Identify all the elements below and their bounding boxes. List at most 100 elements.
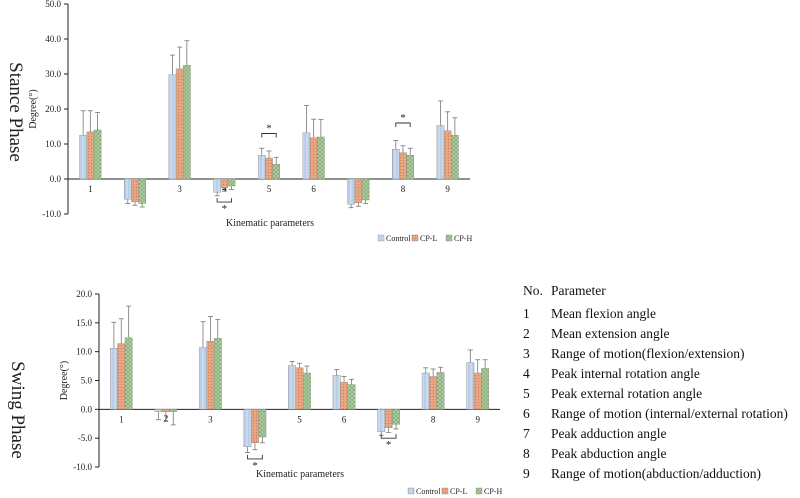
y-tick-label: 30.0: [45, 69, 61, 79]
parameter-number: 3: [523, 346, 530, 361]
legend-label: Control: [416, 487, 441, 496]
significance-marker: *: [386, 439, 392, 451]
significance-bracket: [380, 434, 397, 439]
bar-cp-h: [169, 409, 178, 412]
parameter-rows: 1 Mean flexion angle 2 Mean extension angle…: [523, 304, 800, 484]
y-tick-label: 20.0: [76, 289, 92, 299]
parameter-label: Peak external rotation angle: [551, 386, 703, 401]
parameter-number: 5: [523, 386, 530, 401]
bar-cp-h: [138, 178, 147, 204]
x-tick-label: 1: [119, 414, 124, 424]
parameter-label: Mean flexion angle: [551, 306, 656, 321]
bar-control: [288, 365, 296, 410]
y-tick-label: 0.0: [50, 174, 62, 184]
bar-cp-l: [295, 367, 304, 410]
bar-control: [392, 149, 400, 180]
parameter-label: Range of motion(abduction/adduction): [551, 466, 761, 481]
legend-label: CP-H: [454, 234, 472, 243]
parameter-number: 2: [523, 326, 530, 341]
bar-cp-h: [436, 372, 445, 410]
significance-bracket: [247, 454, 263, 460]
y-tick-label: 40.0: [45, 34, 61, 44]
bar-cp-h: [451, 135, 459, 180]
bar-cp-l: [429, 376, 438, 410]
bar-control: [243, 409, 252, 448]
bar-control: [302, 132, 311, 180]
parameter-number: 7: [523, 426, 530, 441]
y-axis-label: Degree(°): [28, 89, 39, 129]
bar-cp-h: [317, 136, 325, 180]
significance-marker: *: [252, 460, 258, 472]
bar-cp-h: [272, 164, 281, 180]
bar-cp-l: [443, 130, 452, 180]
parameter-number: 4: [523, 366, 530, 381]
parameter-label: Mean extension angle: [551, 326, 670, 341]
bar-cp-l: [206, 341, 215, 410]
bar-cp-h: [406, 154, 415, 180]
y-tick-label: 20.0: [45, 104, 61, 114]
bar-cp-h: [258, 409, 267, 438]
bar-control: [123, 178, 132, 200]
legend-label: Control: [386, 234, 411, 243]
bar-cp-l: [86, 131, 95, 180]
x-axis-label: Kinematic parameters: [226, 218, 314, 229]
bar-control: [199, 347, 207, 410]
y-tick-label: -5.0: [78, 433, 93, 443]
bar-control: [332, 375, 341, 410]
x-tick-label: 8: [401, 184, 406, 194]
bar-cp-l: [117, 343, 126, 410]
bar-cp-h: [227, 178, 236, 187]
x-tick-label: 3: [208, 414, 213, 424]
bar-cp-h: [392, 409, 400, 425]
significance-bracket: [261, 133, 277, 138]
x-tick-label: 1: [88, 184, 93, 194]
parameter-row: 9 Range of motion(abduction/adduction): [523, 464, 800, 484]
x-tick-label: 6: [342, 414, 347, 424]
bar-cp-l: [131, 178, 139, 202]
parameter-label: Range of motion (internal/external rotat…: [551, 406, 788, 421]
bar-control: [79, 135, 87, 180]
parameter-row: 3 Range of motion(flexion/extension): [523, 344, 800, 364]
bar-control: [421, 372, 430, 410]
bar-cp-h: [303, 372, 311, 410]
y-tick-label: -10.0: [42, 209, 61, 219]
bar-control: [109, 348, 118, 410]
legend-swatch: [407, 487, 415, 495]
bar-control: [213, 178, 221, 193]
legend-label: CP-L: [420, 234, 437, 243]
bar-cp-h: [361, 178, 370, 201]
parameter-number: 8: [523, 446, 530, 461]
bar-cp-h: [213, 338, 222, 410]
bar-cp-l: [161, 409, 170, 412]
parameter-label: Peak internal rotation angle: [551, 366, 700, 381]
parameter-number: 9: [523, 466, 530, 481]
parameter-number: 6: [523, 406, 530, 421]
panel-label: Swing Phase: [7, 361, 28, 459]
x-tick-label: 9: [445, 184, 450, 194]
parameter-row: 1 Mean flexion angle: [523, 304, 800, 324]
y-tick-label: -10.0: [73, 462, 92, 472]
bar-cp-l: [251, 409, 259, 443]
bar-control: [347, 178, 355, 205]
legend-label: CP-L: [450, 487, 467, 496]
parameter-header-label: Parameter: [551, 283, 606, 298]
significance-marker: *: [400, 112, 406, 124]
x-tick-label: 6: [311, 184, 316, 194]
bar-cp-l: [265, 157, 273, 180]
bar-control: [436, 125, 445, 180]
significance-marker: *: [266, 123, 272, 135]
y-tick-label: 10.0: [45, 139, 61, 149]
bar-control: [168, 74, 177, 180]
parameter-row: 7 Peak adduction angle: [523, 424, 800, 444]
parameter-row: 8 Peak abduction angle: [523, 444, 800, 464]
stance-phase-chart: Stance Phase Degree(°) -10.0 0.0 10.0 20.0 30.…: [5, 0, 472, 243]
panel-label: Stance Phase: [5, 62, 26, 162]
bar-cp-h: [124, 337, 133, 410]
legend-swatch: [475, 487, 483, 495]
legend-label: CP-H: [484, 487, 502, 496]
parameter-row: 5 Peak external rotation angle: [523, 384, 800, 404]
y-tick-label: 50.0: [45, 0, 61, 9]
x-tick-label: 3: [177, 184, 182, 194]
significance-bracket: [395, 122, 411, 127]
parameter-number: 1: [523, 306, 530, 321]
